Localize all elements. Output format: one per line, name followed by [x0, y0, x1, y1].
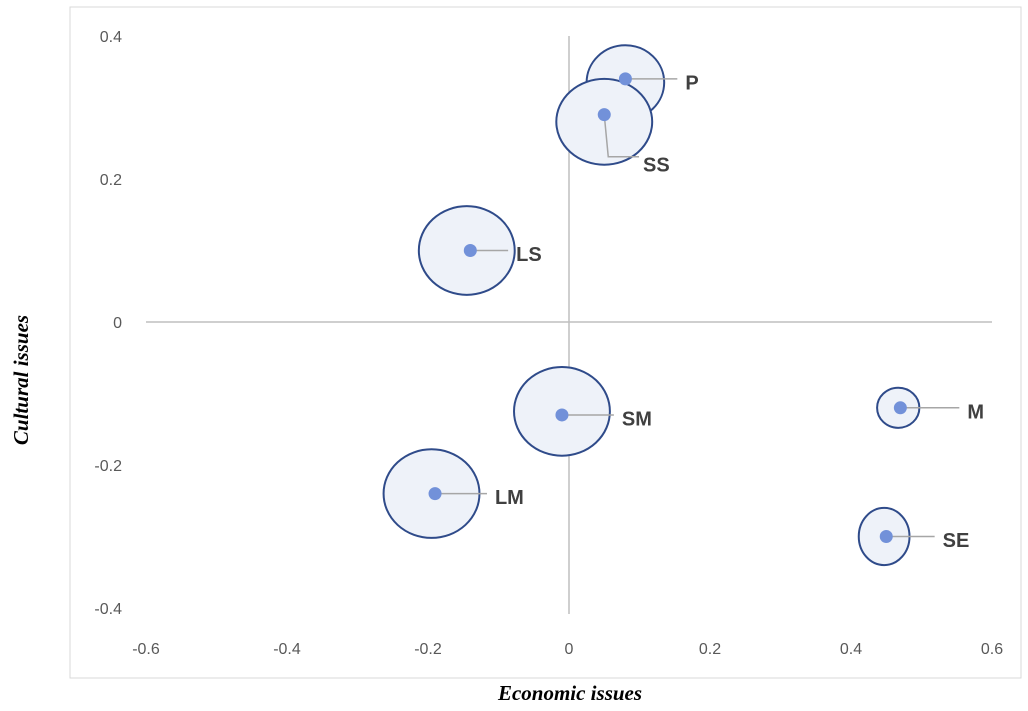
y-tick-label: 0.4: [100, 29, 122, 46]
x-tick-label: -0.4: [273, 641, 301, 658]
point-ls: [463, 244, 477, 257]
point-ss: [597, 108, 611, 122]
point-se: [879, 530, 893, 543]
y-axis-title: Cultural issues: [9, 315, 33, 445]
y-tick-label: 0: [113, 315, 122, 332]
chart-frame: [69, 6, 1022, 679]
point-p: [618, 72, 632, 86]
leader-line-ss: [603, 114, 640, 158]
x-axis-title: Economic issues: [497, 681, 642, 705]
x-tick-label: 0.6: [981, 641, 1003, 658]
point-label-p: P: [685, 72, 698, 94]
x-tick-label: 0.2: [699, 641, 721, 658]
data-points: [428, 72, 907, 543]
x-tick-label: 0: [565, 641, 574, 658]
y-tick-label: 0.2: [100, 172, 122, 189]
x-tick-label: 0.4: [840, 641, 862, 658]
point-sm: [555, 408, 569, 422]
tick-labels: -0.6 -0.4 -0.2 0 0.2 0.4 0.6 0.4 0.2 0 -0.2 -0.4: [94, 29, 1003, 658]
point-label-m: M: [967, 401, 984, 423]
point-lm: [428, 487, 442, 501]
point-label-ss: SS: [643, 155, 670, 177]
leader-lines: [435, 78, 960, 538]
point-label-lm: LM: [495, 487, 524, 509]
point-labels: P SS LS SM LM M SE: [495, 72, 984, 552]
point-label-ls: LS: [516, 244, 542, 266]
x-tick-label: -0.6: [132, 641, 160, 658]
point-m: [893, 401, 907, 415]
point-label-se: SE: [943, 530, 970, 552]
x-tick-label: -0.2: [414, 641, 442, 658]
point-label-sm: SM: [622, 409, 652, 431]
y-tick-label: -0.4: [94, 601, 122, 618]
y-tick-label: -0.2: [94, 458, 122, 475]
